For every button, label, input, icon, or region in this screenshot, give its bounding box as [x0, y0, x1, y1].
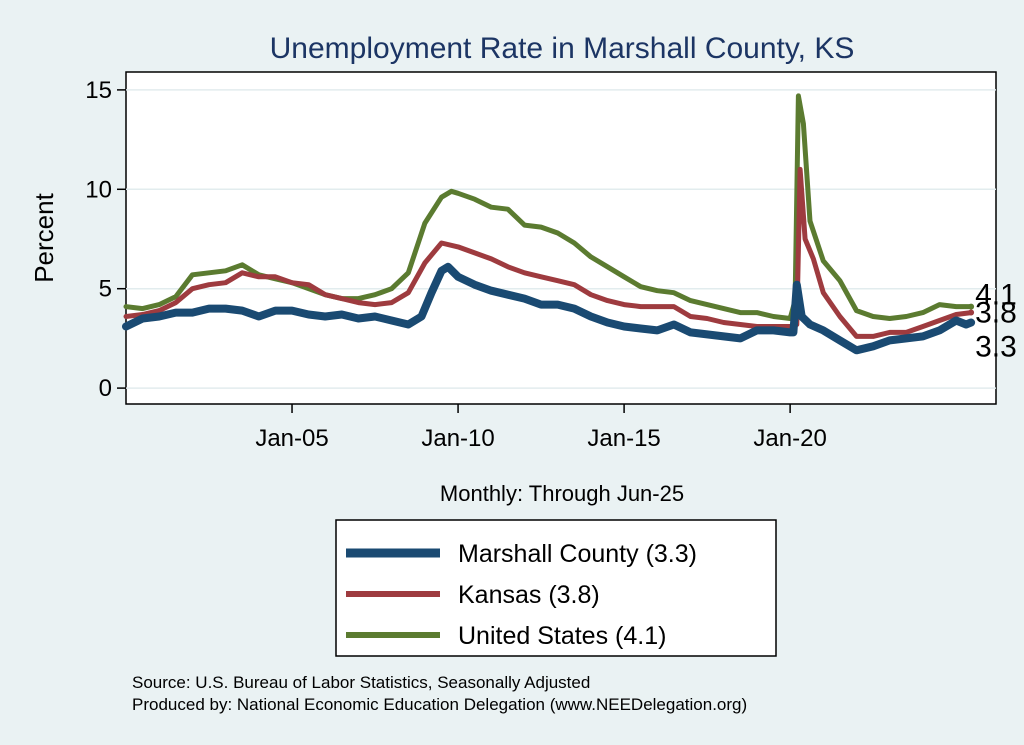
x-tick-label-jan-20: Jan-20 — [753, 425, 826, 452]
y-axis-label: Percent — [29, 192, 59, 282]
y-tick-label-0: 0 — [99, 375, 112, 402]
end-point-marshall-county — [968, 319, 975, 326]
legend: Marshall County (3.3) Kansas (3.8) United … — [346, 540, 697, 650]
y-tick-label-15: 15 — [85, 77, 112, 104]
legend-label-united-states: United States (4.1) — [458, 622, 666, 650]
y-tick-label-10: 10 — [85, 176, 112, 203]
x-tick-label-jan-10: Jan-10 — [421, 425, 494, 452]
plot-area — [125, 71, 997, 405]
legend-label-kansas: Kansas (3.8) — [458, 581, 600, 609]
end-point-kansas — [968, 309, 975, 316]
x-axis-label: Monthly: Through Jun-25 — [440, 481, 684, 506]
gridlines — [126, 89, 996, 389]
end-label-marshall-county: 3.3 — [975, 330, 1017, 363]
y-tick-label-5: 5 — [99, 276, 112, 303]
series-line-kansas — [123, 166, 974, 339]
produced-by-note: Produced by: National Economic Education… — [132, 695, 747, 714]
chart-title: Unemployment Rate in Marshall County, KS — [270, 32, 855, 65]
end-labels: 3.33.84.1 — [968, 279, 1017, 363]
x-tick-label-jan-15: Jan-15 — [587, 425, 660, 452]
end-label-kansas: 3.8 — [975, 297, 1017, 330]
legend-label-marshall-county: Marshall County (3.3) — [458, 540, 697, 568]
y-axis: 0 5 10 15 — [85, 77, 126, 402]
source-note: Source: U.S. Bureau of Labor Statistics,… — [132, 673, 590, 692]
series-lines — [122, 93, 976, 355]
x-axis: Jan-05 Jan-10 Jan-15 Jan-20 — [255, 404, 827, 452]
series-line-marshall-county — [122, 262, 976, 355]
end-label-united-states: 4.1 — [975, 279, 1017, 312]
end-point-united-states — [968, 303, 975, 310]
x-tick-label-jan-05: Jan-05 — [255, 425, 328, 452]
